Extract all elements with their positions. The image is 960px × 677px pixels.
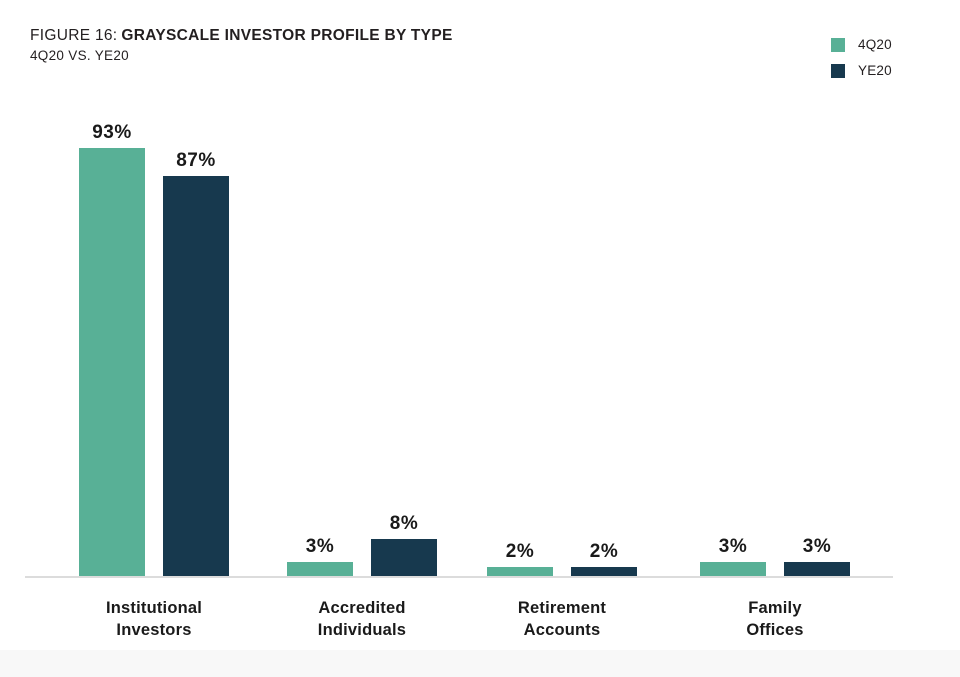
bar-value-label: 2% — [505, 541, 535, 562]
legend-swatch-icon — [831, 63, 845, 78]
bar-ye20 — [163, 176, 229, 576]
category-label: Accredited Individuals — [317, 599, 407, 639]
bar-value-label: 3% — [718, 536, 748, 557]
figure-title-text: GRAYSCALE INVESTOR PROFILE BY TYPE — [121, 27, 453, 44]
bar-group: 2% 2% — [487, 542, 637, 576]
bar-column-4q20: 2% — [487, 542, 553, 576]
bar-ye20 — [571, 567, 637, 576]
footer-strip — [0, 650, 960, 677]
legend-swatch-icon — [831, 37, 845, 52]
x-axis-line — [25, 576, 893, 578]
bar-ye20 — [784, 562, 850, 576]
legend: 4Q20 YE20 — [831, 37, 892, 78]
bar-value-label: 87% — [176, 150, 216, 171]
bar-group: 3% 8% — [287, 514, 437, 576]
figure-subtitle: 4Q20 VS. YE20 — [30, 48, 129, 63]
category-label: Retirement Accounts — [517, 599, 607, 639]
bar-column-4q20: 3% — [287, 537, 353, 576]
bar-value-label: 2% — [589, 541, 619, 562]
bar-column-4q20: 3% — [700, 537, 766, 576]
figure-number: FIGURE 16: — [30, 27, 118, 44]
bar-column-ye20: 8% — [371, 514, 437, 576]
bar-4q20 — [700, 562, 766, 576]
bar-column-ye20: 3% — [784, 537, 850, 576]
category-label: Institutional Investors — [105, 599, 203, 639]
bar-4q20 — [487, 567, 553, 576]
legend-item: YE20 — [831, 63, 892, 78]
bar-4q20 — [287, 562, 353, 576]
bar-value-label: 3% — [802, 536, 832, 557]
bar-value-label: 93% — [92, 122, 132, 143]
bar-value-label: 8% — [389, 513, 419, 534]
category-label: Family Offices — [746, 599, 804, 639]
bar-column-ye20: 87% — [163, 151, 229, 576]
bar-value-label: 3% — [305, 536, 335, 557]
bar-group: 93% 87% — [79, 123, 229, 576]
legend-label: YE20 — [858, 63, 892, 78]
legend-label: 4Q20 — [858, 37, 892, 52]
bar-column-ye20: 2% — [571, 542, 637, 576]
bar-column-4q20: 93% — [79, 123, 145, 576]
bar-4q20 — [79, 148, 145, 576]
bar-group: 3% 3% — [700, 537, 850, 576]
figure-header: FIGURE 16: GRAYSCALE INVESTOR PROFILE BY … — [30, 27, 453, 63]
legend-item: 4Q20 — [831, 37, 892, 52]
bar-ye20 — [371, 539, 437, 576]
figure-title: FIGURE 16: GRAYSCALE INVESTOR PROFILE BY … — [30, 27, 453, 45]
